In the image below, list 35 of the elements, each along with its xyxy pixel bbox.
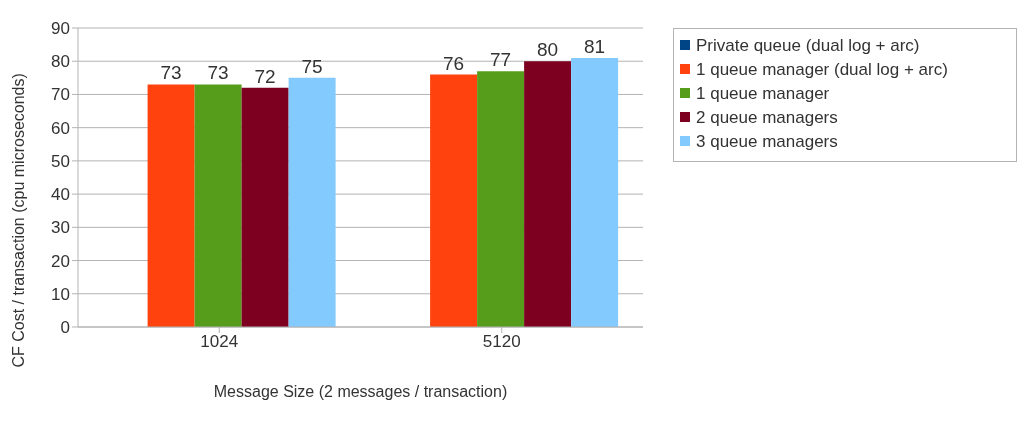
x-tick-label: 5120: [482, 332, 521, 352]
data-label: 77: [490, 49, 512, 71]
bar: [288, 77, 336, 327]
y-tick-label: 0: [60, 318, 70, 338]
y-tick-label: 80: [51, 52, 70, 72]
bar: [194, 84, 242, 327]
x-axis-title: Message Size (2 messages / transaction): [213, 383, 508, 400]
bar: [571, 57, 619, 327]
data-label: 75: [301, 55, 323, 77]
y-tick-label: 50: [51, 151, 70, 171]
data-label: 80: [537, 39, 559, 61]
legend-label: 1 queue manager (dual log + arc): [696, 59, 948, 80]
bar: [241, 87, 289, 327]
data-label: 73: [160, 62, 182, 84]
y-tick-label: 10: [51, 284, 70, 304]
legend-label: 2 queue managers: [696, 107, 838, 128]
y-tick-label: 90: [51, 19, 70, 39]
legend-label: 3 queue managers: [696, 131, 838, 152]
bar: [430, 74, 478, 327]
y-tick-label: 20: [51, 251, 70, 271]
data-label: 73: [207, 62, 229, 84]
data-label: 81: [584, 35, 606, 57]
data-label: 72: [254, 65, 276, 87]
y-tick-label: 40: [51, 185, 70, 205]
bar: [524, 61, 572, 327]
x-tick-label: 1024: [200, 332, 239, 352]
legend-label: Private queue (dual log + arc): [696, 35, 920, 56]
data-label: 76: [443, 52, 465, 74]
y-tick-label: 60: [51, 118, 70, 138]
bar: [147, 84, 195, 327]
legend-label: 1 queue manager: [696, 83, 830, 104]
y-tick-label: 70: [51, 85, 70, 105]
bar: [477, 71, 525, 327]
y-tick-label: 30: [51, 218, 70, 238]
y-axis-title: CF Cost / transaction (cpu microseconds): [9, 73, 27, 368]
